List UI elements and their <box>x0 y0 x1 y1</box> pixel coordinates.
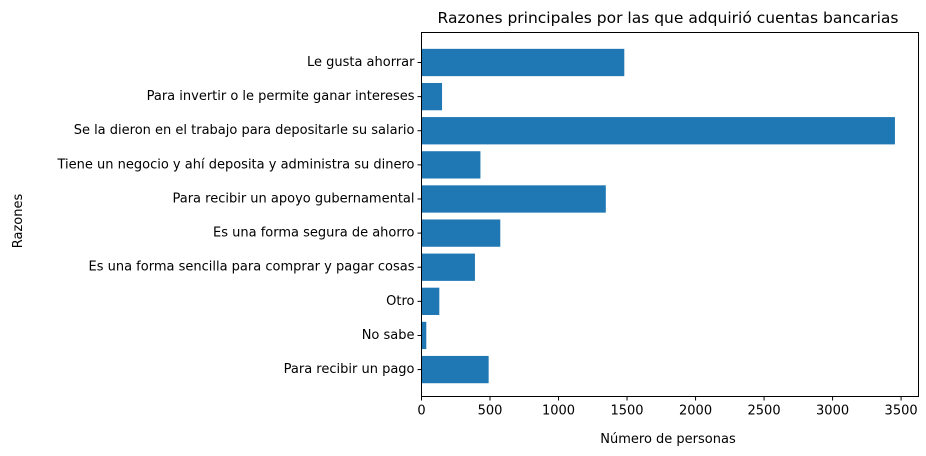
chart-title: Razones principales por las que adquirió… <box>438 9 899 27</box>
y-axis-label: Razones <box>11 194 26 249</box>
x-tick-label: 1500 <box>610 404 643 419</box>
bar <box>421 321 427 350</box>
y-tick-label: Para recibir un apoyo gubernamental <box>172 191 414 206</box>
bar <box>421 117 895 145</box>
bar <box>421 82 443 111</box>
x-tick-label: 2000 <box>679 404 712 419</box>
x-tick-label: 500 <box>478 404 503 419</box>
y-tick-label: Le gusta ahorrar <box>307 55 415 70</box>
y-tick-label: No sabe <box>362 328 415 343</box>
bars-layer <box>421 48 895 384</box>
x-axis-label: Número de personas <box>600 432 736 447</box>
bar <box>421 185 606 213</box>
bar <box>421 287 440 315</box>
x-tick-label: 3500 <box>885 404 918 419</box>
y-tick-label: Tiene un negocio y ahí deposita y admini… <box>57 157 415 172</box>
y-tick-label: Otro <box>386 294 414 309</box>
x-tick-label: 2500 <box>748 404 781 419</box>
y-axis-ticks: Le gusta ahorrar Para invertir o le permi… <box>57 55 422 377</box>
x-axis-ticks: 0 500 1000 1500 2000 2500 3000 3500 <box>417 396 918 419</box>
bar <box>421 253 475 281</box>
y-tick-label: Para recibir un pago <box>284 362 415 377</box>
x-tick-label: 3000 <box>816 404 849 419</box>
y-tick-label: Para invertir o le permite ganar interes… <box>147 89 415 104</box>
axes-frame <box>421 32 919 397</box>
y-tick-label: Es una forma sencilla para comprar y pag… <box>88 260 414 275</box>
bar <box>421 355 489 384</box>
bar <box>421 48 625 77</box>
x-tick-label: 1000 <box>542 404 575 419</box>
y-tick-label: Se la dieron en el trabajo para deposita… <box>74 123 415 138</box>
x-tick-label: 0 <box>417 404 425 419</box>
bar <box>421 151 481 179</box>
y-tick-label: Es una forma segura de ahorro <box>213 226 415 241</box>
bar <box>421 219 501 247</box>
